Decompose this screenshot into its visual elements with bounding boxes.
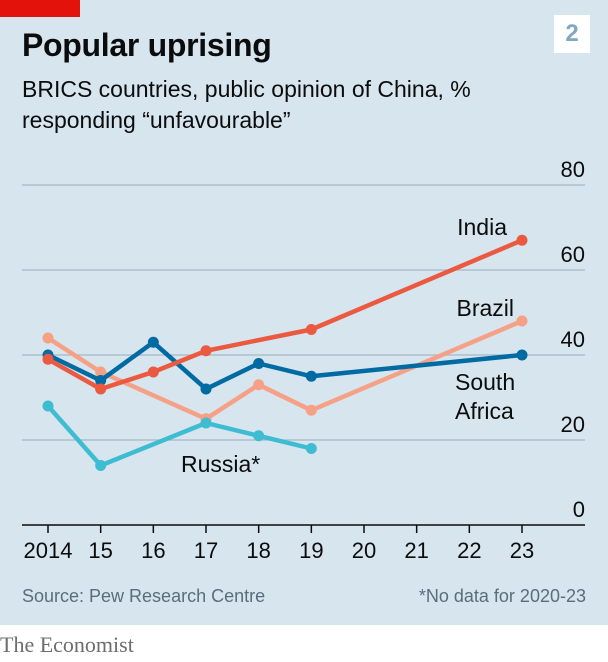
- chart-subtitle: BRICS countries, public opinion of China…: [22, 76, 471, 133]
- data-point-brazil-2015: [95, 366, 107, 378]
- data-point-india-2019: [305, 324, 317, 335]
- data-point-south-africa-2019: [305, 370, 317, 382]
- data-point-india-2023: [516, 234, 528, 246]
- x-tick-label-2018: 18: [246, 538, 270, 563]
- y-tick-label-80: 80: [561, 157, 585, 182]
- data-point-brazil-2023: [516, 315, 528, 327]
- series-label-south-africa: South Africa: [455, 369, 515, 424]
- x-tick-label-2022: 22: [457, 538, 481, 563]
- data-point-south-africa-2016: [147, 336, 159, 348]
- x-tick-label-2021: 21: [404, 538, 428, 563]
- source-note: Source: Pew Research Centre: [22, 586, 266, 606]
- series-labels: Brazil Russia* South Africa India: [181, 214, 515, 477]
- series-label-russia: Russia*: [181, 451, 260, 477]
- y-tick-label-20: 20: [561, 412, 585, 437]
- x-tick-label-2020: 20: [352, 538, 376, 563]
- series-line-india: [45, 238, 525, 392]
- x-tick-label-2023: 23: [510, 538, 534, 563]
- brand-logo: The Economist: [0, 632, 134, 657]
- chart-title: Popular uprising: [22, 27, 272, 63]
- x-tick-label-2019: 19: [299, 538, 323, 563]
- chart-panel: [0, 0, 608, 625]
- data-point-russia-2014: [42, 400, 54, 412]
- data-point-south-africa-2017: [200, 383, 212, 395]
- x-tick-label-2015: 15: [88, 538, 112, 563]
- y-tick-label-40: 40: [561, 327, 585, 352]
- data-point-south-africa-2018: [253, 358, 265, 369]
- brand-red-tag: [0, 0, 80, 17]
- gridlines: 0 20 40 60 80: [22, 157, 585, 522]
- series-india: [42, 234, 528, 395]
- series-lines: [42, 234, 528, 471]
- y-tick-label-60: 60: [561, 242, 585, 267]
- line-chart: 0 20 40 60 80 2014 15 16 17 18 19 20 21 22 23 Brazil R…: [22, 157, 585, 563]
- series-line-brazil: [45, 318, 525, 422]
- x-tick-label-2017: 17: [194, 538, 218, 563]
- x-tick-label-2016: 16: [141, 538, 165, 563]
- data-point-brazil-2019: [305, 404, 317, 416]
- series-label-india: India: [457, 214, 507, 240]
- data-point-russia-2019: [305, 443, 317, 454]
- data-point-south-africa-2015: [95, 375, 107, 386]
- chart-number-badge: 2: [554, 15, 590, 53]
- data-point-brazil-2018: [253, 379, 265, 391]
- data-point-russia-2015: [95, 460, 107, 471]
- data-point-russia-2017: [200, 417, 212, 429]
- series-line-russia: [45, 403, 314, 468]
- data-point-russia-2018: [253, 430, 265, 442]
- series-label-brazil: Brazil: [456, 295, 514, 321]
- data-point-south-africa-2023: [516, 349, 528, 361]
- footnote: *No data for 2020-23: [418, 586, 586, 606]
- x-axis: 2014 15 16 17 18 19 20 21 22 23: [22, 524, 585, 563]
- data-point-brazil-2014: [42, 332, 54, 344]
- series-russia: [42, 400, 317, 471]
- data-point-india-2015: [95, 383, 107, 395]
- y-tick-label-0: 0: [573, 497, 585, 522]
- data-point-india-2017: [200, 345, 212, 357]
- data-point-india-2014: [42, 353, 54, 365]
- x-tick-label-2014: 2014: [24, 538, 73, 563]
- data-point-india-2016: [147, 366, 159, 378]
